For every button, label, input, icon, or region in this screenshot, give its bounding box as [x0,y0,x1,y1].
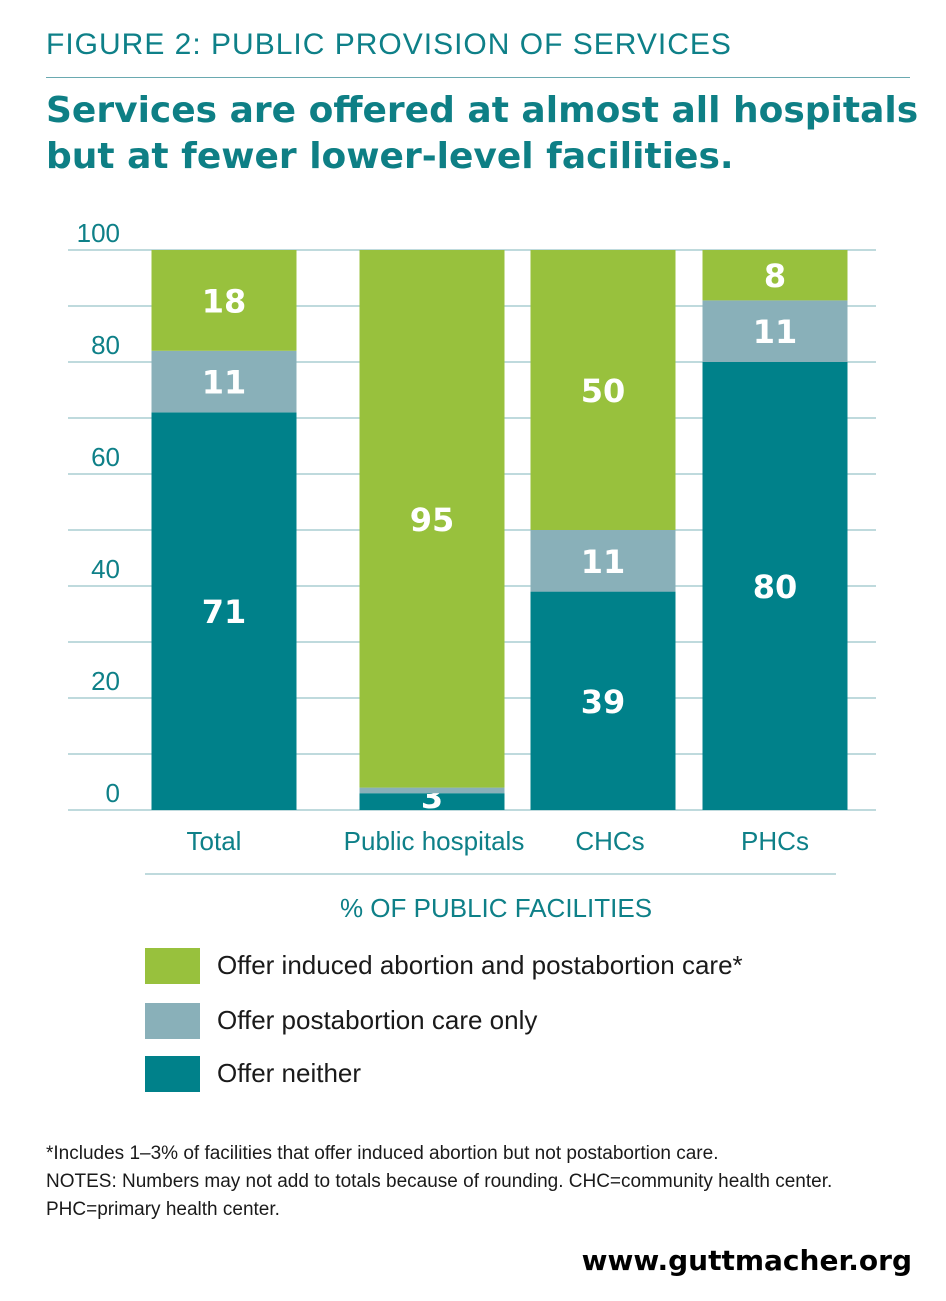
bar-segment-postabortion-only [151,350,297,413]
data-label: 11 [753,313,798,351]
x-category-label: Total [187,826,242,856]
x-category-label: CHCs [575,826,644,856]
x-category-label: PHCs [741,826,809,856]
bar-segment-induced-and-postabortion [530,250,676,530]
legend-swatch-induced-and-postabortion [145,948,200,984]
legend-item-postabortion-only: Offer postabortion care only [145,1003,845,1043]
y-tick-label: 80 [91,330,120,360]
bar-segment-postabortion-only [359,787,505,794]
legend-item-neither: Offer neither [145,1056,845,1096]
bar-segment-postabortion-only [530,530,676,592]
legend-label-neither: Offer neither [217,1058,362,1088]
figure-label: FIGURE 2: PUBLIC PROVISION OF SERVICES [46,28,732,61]
data-label: 18 [202,282,247,320]
notes: *Includes 1–3% of facilities that offer … [46,1140,906,1224]
legend-swatch-neither [145,1056,200,1092]
bar-segment-induced-and-postabortion [151,250,297,351]
bar-segment-induced-and-postabortion [702,250,848,301]
bar-segment-neither [530,591,676,810]
website-url: www.guttmacher.org [581,1244,912,1277]
y-tick-label: 100 [77,218,120,248]
legend-swatch-postabortion-only [145,1003,200,1039]
data-label: 8 [764,257,786,295]
data-label: 95 [410,501,455,539]
y-tick-label: 0 [106,778,120,808]
y-tick-label: 20 [91,666,120,696]
x-axis-label: % OF PUBLIC FACILITIES [340,893,652,923]
footnote: *Includes 1–3% of facilities that offer … [46,1143,719,1164]
data-label: 11 [202,364,247,402]
legend-label-postabortion-only: Offer postabortion care only [217,1005,538,1035]
data-label: 39 [581,683,626,721]
data-label: 80 [753,568,798,606]
bar-segment-induced-and-postabortion [359,250,505,788]
x-category-label: Public hospitals [344,826,525,856]
data-label: 71 [202,593,247,631]
y-tick-label: 40 [91,554,120,584]
data-label: 11 [581,543,626,581]
notes-text: NOTES: Numbers may not add to totals bec… [46,1171,833,1220]
data-label: 50 [581,372,626,410]
headline: Services are offered at almost all hospi… [46,90,919,177]
legend-item-induced-and-postabortion: Offer induced abortion and postabortion … [145,948,845,988]
bar-segment-postabortion-only [702,300,848,362]
title-divider [46,77,910,78]
y-tick-label: 60 [91,442,120,472]
bar-segment-neither [151,412,297,810]
bar-segment-neither [702,362,848,810]
bar-segment-neither [359,793,505,810]
legend-label-induced-and-postabortion: Offer induced abortion and postabortion … [217,950,743,980]
